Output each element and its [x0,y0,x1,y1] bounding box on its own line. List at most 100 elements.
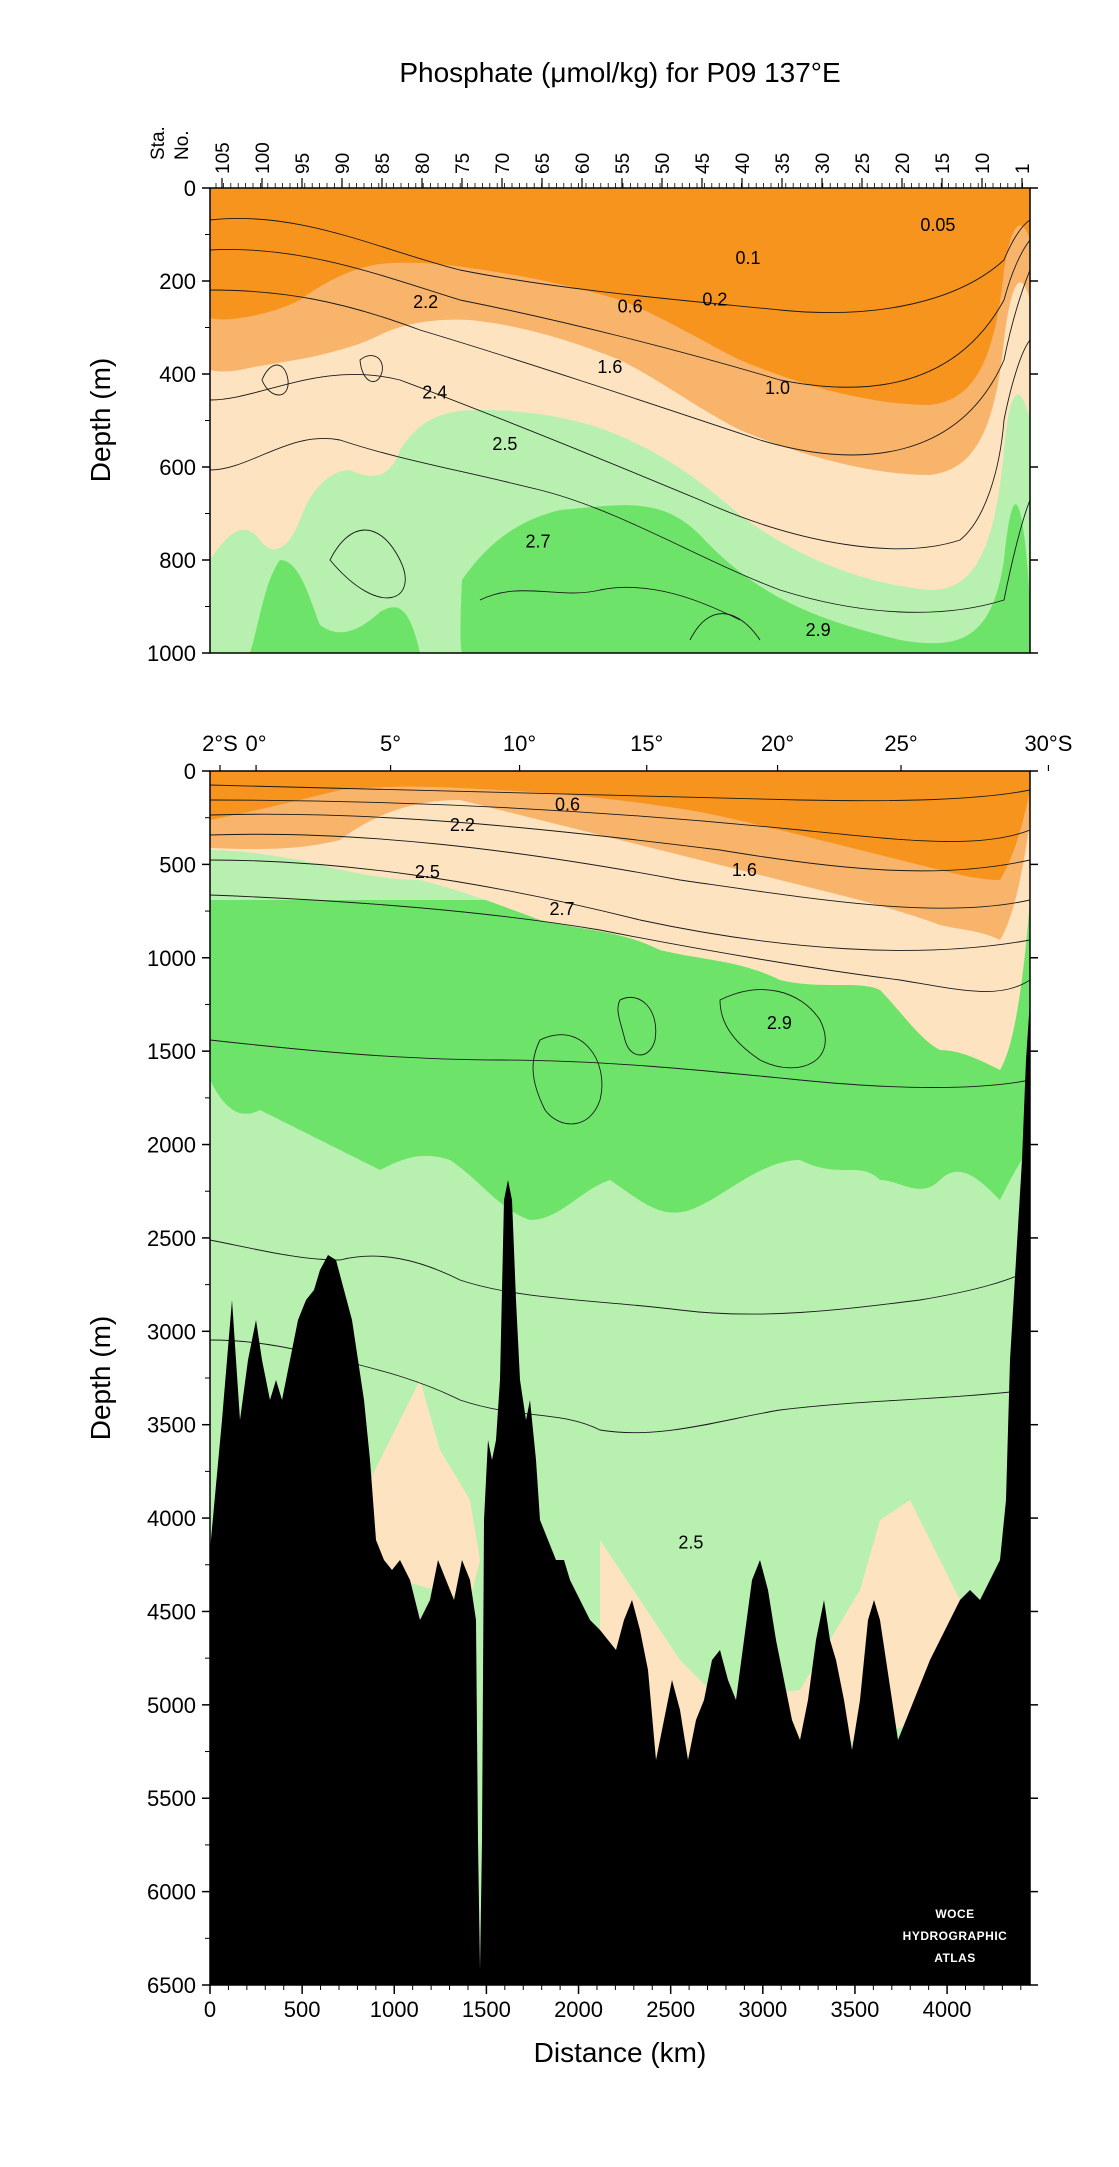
lower-y-tick-label: 6500 [147,1973,196,1998]
station-tick-label: 105 [213,142,234,174]
lower-y-tick-label: 0 [184,759,196,784]
lower-y-tick-label: 2000 [147,1133,196,1158]
lower-x-tick-label: 2500 [646,1997,695,2022]
upper-contour-label: 0.05 [920,215,955,235]
latitude-tick-label: 15° [630,731,663,756]
upper-panel: 0 200 400 600 800 1000 105 100 95 90 85 80 75 70 65 60… [85,126,1038,666]
lower-y-axis-label: Depth (m) [85,1316,116,1440]
woce-watermark: WOCE HYDROGRAPHIC ATLAS [903,1907,1008,1965]
upper-contour-label: 0.6 [618,297,643,317]
station-tick-label: 70 [493,153,514,174]
lower-y-tick-label: 5000 [147,1693,196,1718]
station-tick-label: 45 [693,153,714,174]
lower-y-tick-label: 4500 [147,1599,196,1624]
station-tick-label: 40 [733,153,754,174]
upper-contour-label: 2.5 [492,434,517,454]
upper-contour-label: 1.6 [597,357,622,377]
upper-y-tick-label: 600 [159,455,196,480]
lower-contour-label: 0.6 [555,795,580,815]
station-tick-label: 65 [533,153,554,174]
station-tick-label: 80 [413,153,434,174]
latitude-tick-label: 10° [503,731,536,756]
lower-y-tick-label: 1500 [147,1039,196,1064]
lower-contour-label: 1.6 [732,860,757,880]
lower-x-tick-label: 0 [204,1997,216,2022]
station-tick-label: 55 [613,153,634,174]
woce-watermark-line3: ATLAS [934,1951,976,1965]
latitude-tick-label: 0° [246,731,267,756]
upper-y-tick-label: 400 [159,362,196,387]
upper-contour-label: 2.2 [413,292,438,312]
lower-y-tick-label: 500 [159,852,196,877]
lower-contour-labels: 0.6 2.2 2.5 1.6 2.7 2.9 2.5 [415,795,792,1553]
upper-contour-label: 2.4 [422,383,447,403]
latitude-axis: 2°S 0° 5° 10° 15° 20° 25° 30°S [202,731,1072,771]
woce-watermark-line2: HYDROGRAPHIC [903,1929,1008,1943]
lower-y-tick-label: 2500 [147,1226,196,1251]
latitude-tick-label: 30°S [1024,731,1072,756]
station-tick-label: 10 [973,153,994,174]
upper-station-axis: 105 100 95 90 85 80 75 70 65 60 55 50 45 40 35 30 25 20 15… [213,142,1034,188]
lower-y-tick-label: 3000 [147,1319,196,1344]
station-axis-label-line1: Sta. [148,126,169,160]
lower-x-axis: 0 500 1000 1500 2000 2500 3000 3500 4000 [204,1985,1022,2022]
station-tick-label: 30 [813,153,834,174]
lower-contour-label: 2.7 [549,899,574,919]
lower-y-tick-label: 6000 [147,1880,196,1905]
station-axis-label-line2: No. [172,130,193,160]
lower-y-tick-label: 4000 [147,1506,196,1531]
station-tick-label: 35 [773,153,794,174]
upper-contour-labels: 0.05 0.1 0.2 0.6 2.2 1.6 1.0 2.4 2.5 2.7 2.9 [413,215,955,640]
upper-y-tick-label: 1000 [147,641,196,666]
upper-y-axis: 0 200 400 600 800 1000 [147,176,1038,666]
lower-x-axis-label: Distance (km) [534,2037,707,2068]
lower-y-axis: 0 500 1000 1500 2000 2500 3000 3500 4000 4500 5000… [147,759,1038,1998]
latitude-tick-label: 5° [380,731,401,756]
station-tick-label: 95 [293,153,314,174]
lower-contour-label: 2.9 [767,1013,792,1033]
chart-title: Phosphate (μmol/kg) for P09 137°E [399,57,840,88]
station-tick-label: 15 [933,153,954,174]
lower-dark-orange-band [210,771,1030,880]
lower-y-tick-label: 5500 [147,1786,196,1811]
upper-y-tick-label: 800 [159,548,196,573]
lower-x-tick-label: 4000 [923,1997,972,2022]
lower-y-tick-label: 3500 [147,1413,196,1438]
station-tick-label: 50 [653,153,674,174]
lower-x-tick-label: 2000 [554,1997,603,2022]
upper-y-axis-label: Depth (m) [85,358,116,482]
lower-x-tick-label: 500 [284,1997,321,2022]
lower-contour-label: 2.5 [415,862,440,882]
lower-x-tick-label: 3000 [738,1997,787,2022]
station-tick-label: 90 [333,153,354,174]
lower-contour-label: 2.5 [678,1532,703,1552]
lower-contour-label: 2.2 [450,815,475,835]
lower-y-tick-label: 1000 [147,946,196,971]
upper-y-tick-label: 0 [184,176,196,201]
station-tick-label: 1 [1013,163,1034,174]
seafloor-bathymetry [210,1000,1030,1985]
upper-dark-orange-band [210,188,1030,405]
station-tick-label: 85 [373,153,394,174]
station-tick-label: 60 [573,153,594,174]
latitude-tick-label: 25° [884,731,917,756]
upper-contour-label: 1.0 [765,378,790,398]
upper-contour-lines [210,217,1030,641]
latitude-tick-label: 20° [761,731,794,756]
latitude-tick-label: 2°S [202,731,238,756]
woce-watermark-line1: WOCE [935,1907,974,1921]
station-tick-label: 20 [893,153,914,174]
lower-panel: 0500100015002000250030003500400045005000… [85,731,1072,2068]
lower-x-tick-label: 1500 [462,1997,511,2022]
upper-contour-label: 0.1 [736,248,761,268]
upper-contour-label: 2.7 [525,531,550,551]
station-tick-label: 100 [253,142,274,174]
lower-contour-lines [210,784,1030,1434]
lower-x-tick-label: 1000 [370,1997,419,2022]
upper-y-tick-label: 200 [159,269,196,294]
station-tick-label: 75 [453,153,474,174]
upper-contour-label: 2.9 [806,620,831,640]
lower-x-tick-label: 3500 [830,1997,879,2022]
station-tick-label: 25 [853,153,874,174]
